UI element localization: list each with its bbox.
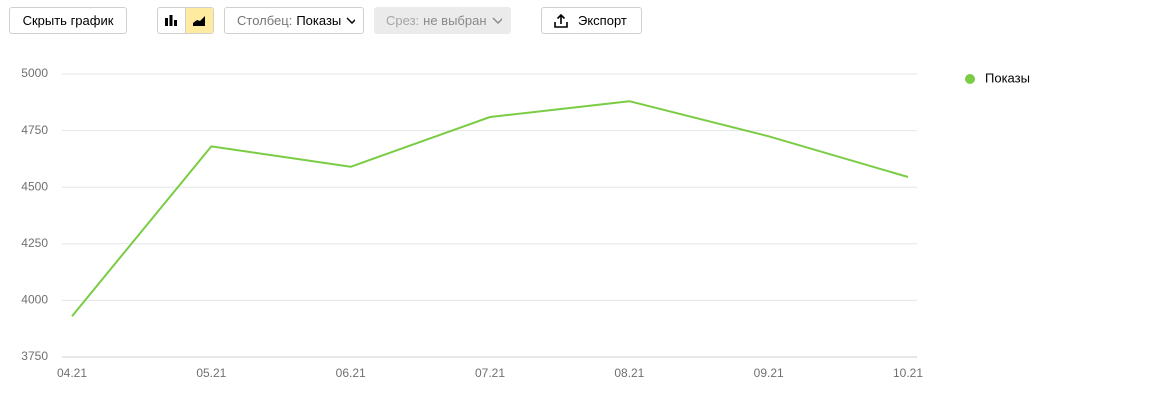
slice-label: Срез: bbox=[386, 13, 420, 28]
bar-icon bbox=[165, 15, 178, 26]
slice-dropdown[interactable]: Срез: не выбран bbox=[374, 7, 511, 34]
chart-type-toggle bbox=[157, 7, 214, 34]
column-label: Столбец: bbox=[237, 13, 293, 28]
series-line bbox=[71, 100, 909, 317]
area-icon bbox=[193, 15, 206, 26]
x-tick-label: 08.21 bbox=[614, 366, 644, 380]
export-icon bbox=[554, 13, 568, 28]
hide-chart-button[interactable]: Скрыть график bbox=[9, 7, 127, 34]
x-tick-label: 04.21 bbox=[57, 366, 87, 380]
bar-type-button[interactable] bbox=[158, 8, 186, 33]
slice-value: не выбран bbox=[423, 13, 487, 28]
x-tick-label: 07.21 bbox=[475, 366, 505, 380]
y-tick-label: 4000 bbox=[21, 293, 48, 307]
column-dropdown[interactable]: Столбец: Показы bbox=[224, 7, 364, 34]
y-tick-label: 4250 bbox=[21, 236, 48, 250]
column-value: Показы bbox=[296, 13, 342, 28]
y-tick-label: 3750 bbox=[21, 349, 48, 363]
chevron-icon bbox=[492, 17, 502, 24]
y-tick-label: 4750 bbox=[21, 123, 48, 137]
export-label: Экспорт bbox=[578, 13, 627, 28]
area-type-button[interactable] bbox=[185, 8, 213, 33]
x-tick-label: 06.21 bbox=[336, 366, 366, 380]
x-tick-label: 09.21 bbox=[754, 366, 784, 380]
legend-label: Показы bbox=[985, 70, 1030, 85]
legend-marker bbox=[965, 74, 975, 84]
y-tick-label: 4500 bbox=[21, 179, 48, 193]
x-tick-label: 10.21 bbox=[893, 366, 923, 380]
x-tick-label: 05.21 bbox=[196, 366, 226, 380]
y-tick-label: 5000 bbox=[21, 66, 48, 80]
chevron-icon bbox=[346, 17, 355, 24]
export-button[interactable]: Экспорт bbox=[541, 7, 642, 34]
